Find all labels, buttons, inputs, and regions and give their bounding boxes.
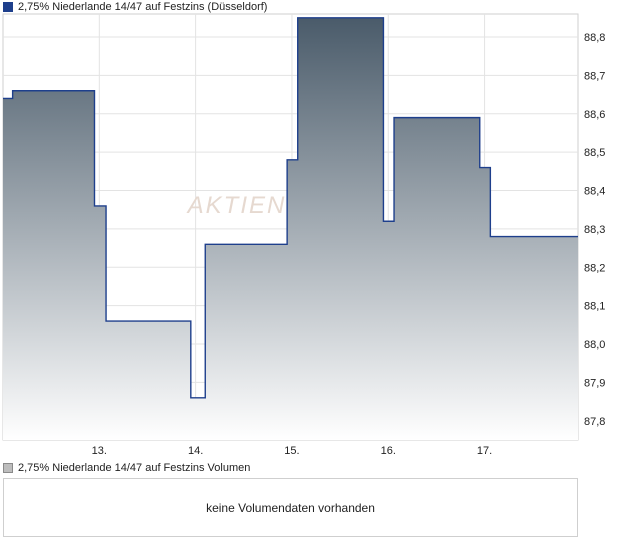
x-tick-label: 14.	[188, 445, 203, 457]
x-tick-label: 13.	[92, 445, 107, 457]
volume-legend-swatch	[3, 463, 13, 473]
price-legend: 2,75% Niederlande 14/47 auf Festzins (Dü…	[3, 0, 267, 14]
y-axis-labels: 87,8 87,9 88,0 88,1 88,2 88,3 88,4 88,5 88,6 88,7…	[584, 32, 605, 428]
price-legend-swatch	[3, 2, 13, 12]
no-volume-message: keine Volumendaten vorhanden	[206, 500, 375, 515]
y-tick-label: 88,8	[584, 32, 605, 44]
watermark: AKTIEN	[186, 192, 287, 219]
price-area	[3, 17, 578, 441]
y-tick-label: 88,4	[584, 186, 605, 198]
x-tick-label: 17.	[477, 445, 492, 457]
volume-legend: 2,75% Niederlande 14/47 auf Festzins Vol…	[3, 461, 250, 475]
price-chart: AKTIEN 87,887,988,088,188,288,388,488,58…	[2, 13, 605, 457]
volume-panel: keine Volumendaten vorhanden	[3, 478, 578, 537]
y-tick-label: 88,5	[584, 147, 605, 159]
x-axis-labels: 13. 14. 15. 16. 17.	[92, 445, 493, 457]
x-tick-label: 16.	[381, 445, 396, 457]
y-tick-label: 88,0	[584, 339, 605, 351]
x-tick-label: 15.	[284, 445, 299, 457]
y-tick-label: 88,2	[584, 262, 605, 274]
y-tick-label: 88,3	[584, 224, 605, 236]
y-tick-label: 87,9	[584, 377, 605, 389]
volume-legend-label: 2,75% Niederlande 14/47 auf Festzins Vol…	[18, 462, 251, 474]
y-tick-label: 88,6	[584, 109, 605, 121]
y-tick-label: 87,8	[584, 416, 605, 428]
y-tick-label: 88,1	[584, 301, 605, 313]
price-legend-label: 2,75% Niederlande 14/47 auf Festzins (Dü…	[18, 1, 268, 13]
y-tick-label: 88,7	[584, 70, 605, 82]
price-line	[3, 17, 578, 399]
